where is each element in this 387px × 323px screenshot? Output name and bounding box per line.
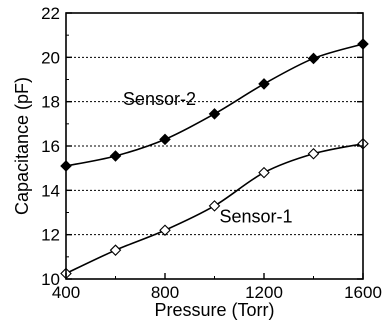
- point-sensor-1-800: [159, 224, 171, 237]
- point-sensor-1-1400: [307, 147, 320, 160]
- fit-curves: [65, 43, 364, 275]
- x-axis-label: Pressure (Torr): [154, 300, 274, 320]
- point-sensor-2-800: [159, 133, 171, 146]
- y-axis-label: Capacitance (pF): [12, 77, 32, 215]
- y-tick-label-14: 14: [41, 181, 60, 200]
- point-sensor-2-1000: [208, 108, 221, 120]
- x-tick-label-1600: 1600: [344, 283, 382, 302]
- y-tick-label-20: 20: [41, 48, 60, 67]
- point-sensor-1-1200: [258, 166, 270, 179]
- data-markers: [60, 38, 369, 280]
- point-sensor-2-1400: [307, 52, 320, 65]
- annotation-sensor-1: Sensor-1: [219, 206, 292, 226]
- axis-ticks: 10 12 14 16 18 20 22 400 800 1200 1600: [41, 4, 382, 302]
- point-sensor-1-1000: [208, 200, 221, 212]
- point-sensor-2-600: [109, 150, 122, 162]
- y-tick-label-18: 18: [41, 93, 60, 112]
- y-tick-label-10: 10: [41, 270, 60, 289]
- y-tick-label-16: 16: [41, 137, 60, 156]
- x-tick-label-800: 800: [151, 283, 179, 302]
- x-tick-label-400: 400: [52, 283, 80, 302]
- grid-lines: [66, 56, 363, 236]
- point-sensor-1-600: [109, 244, 122, 256]
- point-sensor-2-1200: [258, 78, 270, 90]
- series-line-sensor-2: [65, 43, 364, 167]
- x-tick-label-1200: 1200: [245, 283, 283, 302]
- annotation-sensor-2: Sensor-2: [123, 89, 196, 109]
- y-tick-label-12: 12: [41, 226, 60, 245]
- y-tick-label-22: 22: [41, 4, 60, 23]
